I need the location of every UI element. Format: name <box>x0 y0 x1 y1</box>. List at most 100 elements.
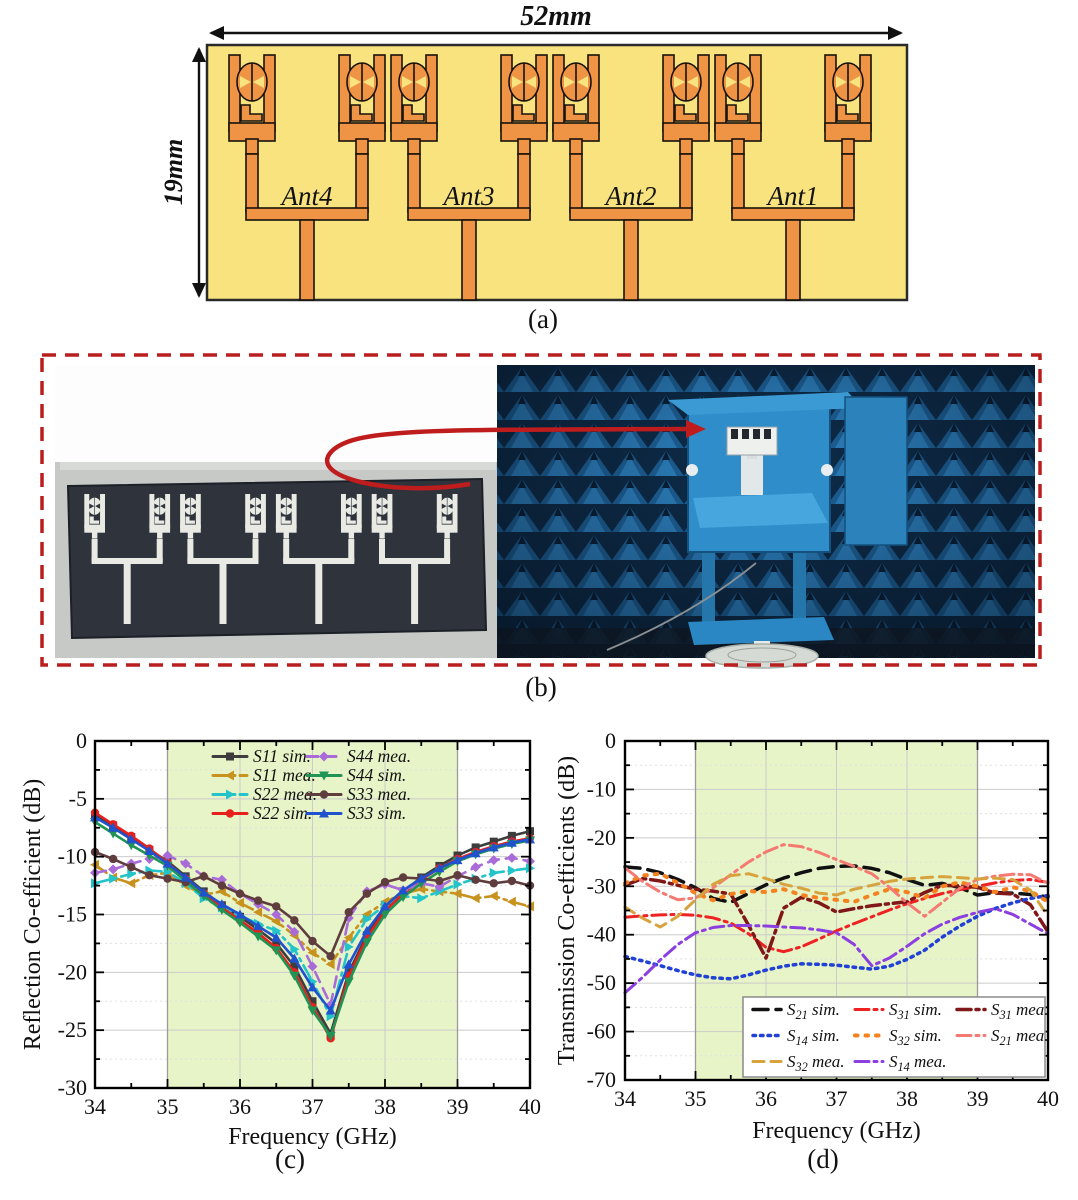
fabricated-antenna-photo <box>55 365 501 658</box>
caption-a: (a) <box>528 304 558 334</box>
svg-text:37: 37 <box>302 1094 324 1119</box>
svg-text:S22 mea.: S22 mea. <box>253 784 317 804</box>
svg-text:-10: -10 <box>58 844 87 869</box>
y-axis-label: Transmission Co-efficients (dB) <box>558 756 580 1065</box>
antenna-label-ant4: Ant4 <box>280 181 333 211</box>
legend-item-s22-sim: S22 sim. <box>211 803 312 823</box>
curve-s33-mea <box>90 847 535 961</box>
anechoic-chamber-photo <box>497 365 1035 669</box>
caption-c: (c) <box>275 1144 305 1174</box>
svg-text:-30: -30 <box>58 1075 87 1100</box>
reflection-coefficient-chart: 34 35 36 37 38 39 40 0 -5 -10 -15 -20 -25 -30 Frequenc… <box>20 728 541 1150</box>
svg-text:S11 sim.: S11 sim. <box>253 746 311 766</box>
caption-b: (b) <box>525 672 557 702</box>
legend-item-s22-mea: S22 mea. <box>211 784 317 804</box>
legend-item-s11-mea: S11 mea. <box>211 765 316 785</box>
svg-text:-70: -70 <box>587 1067 616 1092</box>
legend-item-s32-mea: S32 mea. <box>751 1052 845 1074</box>
legend-item-s21-mea: S21 mea. <box>955 1026 1049 1048</box>
svg-text:-5: -5 <box>69 786 87 811</box>
svg-text:-50: -50 <box>587 970 616 995</box>
svg-text:35: 35 <box>685 1086 707 1111</box>
svg-text:S21 mea.: S21 mea. <box>991 1026 1049 1048</box>
svg-text:40: 40 <box>1037 1086 1059 1111</box>
svg-text:34: 34 <box>84 1094 106 1119</box>
dashed-outline <box>40 353 1042 667</box>
svg-text:S32 mea.: S32 mea. <box>787 1052 845 1074</box>
svg-text:-30: -30 <box>587 873 616 898</box>
transmission-coefficient-chart: 34 35 36 37 38 39 40 0 -10 -20 -30 -40 -50 -60 -70 Freq… <box>558 728 1059 1144</box>
svg-text:S33 sim.: S33 sim. <box>347 803 406 823</box>
svg-text:38: 38 <box>896 1086 918 1111</box>
svg-text:S32 sim.: S32 sim. <box>889 1026 942 1048</box>
test-fixture <box>606 392 908 651</box>
svg-text:S14 sim.: S14 sim. <box>787 1026 840 1048</box>
svg-text:-15: -15 <box>58 902 87 927</box>
svg-text:S44 sim.: S44 sim. <box>347 765 406 785</box>
legend-item-s21-sim: S21 sim. <box>751 1000 840 1022</box>
svg-text:S11 mea.: S11 mea. <box>253 765 316 785</box>
curve-s14-mea <box>623 907 1050 995</box>
legend: S21 sim. S31 sim. S31 mea. S14 sim. S32 sim.… <box>742 996 1049 1078</box>
svg-text:S21 sim.: S21 sim. <box>787 1000 840 1022</box>
x-axis-label: Frequency (GHz) <box>752 1118 921 1144</box>
legend-item-s33-mea: S33 mea. <box>305 784 411 804</box>
svg-text:39: 39 <box>447 1094 469 1119</box>
svg-text:35: 35 <box>157 1094 179 1119</box>
antenna-layout-diagram: 52mm 19mm Ant4 Ant3 <box>159 1 909 302</box>
svg-text:40: 40 <box>519 1094 541 1119</box>
pcb-board <box>66 477 488 640</box>
svg-text:37: 37 <box>826 1086 848 1111</box>
width-dimension-label: 52mm <box>520 1 592 32</box>
svg-text:S22 sim.: S22 sim. <box>253 803 312 823</box>
svg-text:38: 38 <box>374 1094 396 1119</box>
feed-network <box>245 153 855 301</box>
svg-text:0: 0 <box>76 728 87 753</box>
svg-text:S44 mea.: S44 mea. <box>347 746 411 766</box>
svg-text:S14 mea.: S14 mea. <box>889 1052 947 1074</box>
legend-item-s31-mea: S31 mea. <box>955 1000 1049 1022</box>
svg-text:39: 39 <box>967 1086 989 1111</box>
y-axis-label: Reflection Co-efficient (dB) <box>20 779 46 1050</box>
turntable <box>705 641 819 669</box>
legend-item-s32-sim: S32 sim. <box>853 1026 942 1048</box>
svg-text:S33 mea.: S33 mea. <box>347 784 411 804</box>
svg-text:-20: -20 <box>58 959 87 984</box>
height-dimension-label: 19mm <box>159 139 188 205</box>
svg-text:36: 36 <box>755 1086 777 1111</box>
cable <box>606 562 757 651</box>
antenna-holder <box>741 455 763 495</box>
legend-item-s33-sim: S33 sim. <box>305 803 406 823</box>
legend: S11 sim.S11 mea.S22 mea.S22 sim. S44 mea.… <box>211 746 411 823</box>
svg-text:36: 36 <box>229 1094 251 1119</box>
prototype-and-measurement-photos <box>40 353 1042 669</box>
legend-item-s31-sim: S31 sim. <box>853 1000 942 1022</box>
svg-text:S31 mea.: S31 mea. <box>991 1000 1049 1022</box>
curve-s32-mea <box>623 872 1050 929</box>
caption-d: (d) <box>807 1144 839 1174</box>
antenna-label-ant2: Ant2 <box>604 181 657 211</box>
svg-text:0: 0 <box>605 728 616 753</box>
antenna-label-ant1: Ant1 <box>766 181 819 211</box>
pcb-traces <box>83 493 458 624</box>
antenna-label-ant3: Ant3 <box>442 181 495 211</box>
svg-text:34: 34 <box>614 1086 636 1111</box>
pointer-arrow <box>324 420 706 491</box>
legend-item-s44-sim: S44 sim. <box>305 765 406 785</box>
legend-item-s14-mea: S14 mea. <box>853 1052 947 1074</box>
height-dimension-arrow <box>192 47 206 298</box>
curve-s32-sim <box>623 871 1050 904</box>
legend-item-s44-mea: S44 mea. <box>305 746 411 766</box>
width-dimension-arrow <box>209 26 903 40</box>
svg-text:-10: -10 <box>587 776 616 801</box>
curve-s14-sim <box>623 893 1050 981</box>
svg-text:-20: -20 <box>587 825 616 850</box>
svg-text:-40: -40 <box>587 922 616 947</box>
x-axis-label: Frequency (GHz) <box>228 1124 397 1150</box>
legend-item-s11-sim: S11 sim. <box>211 746 311 766</box>
svg-text:-25: -25 <box>58 1017 87 1042</box>
antenna-labels: Ant4 Ant3 Ant2 Ant1 <box>280 181 819 211</box>
aut-board <box>726 426 778 456</box>
svg-text:S31 sim.: S31 sim. <box>889 1000 942 1022</box>
